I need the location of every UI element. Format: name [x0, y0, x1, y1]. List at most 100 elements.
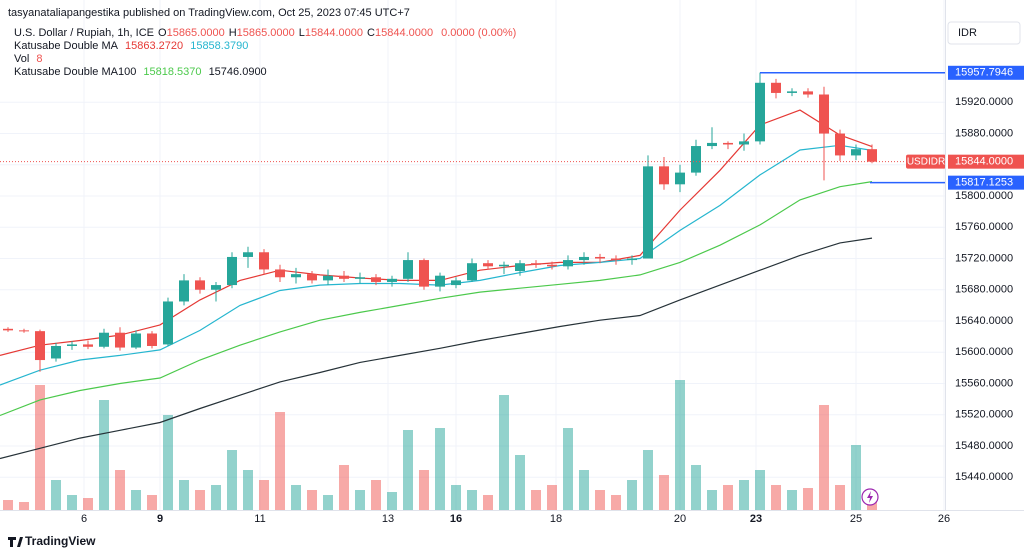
x-tick-label: 18 — [550, 513, 562, 525]
ma-name: Katusabe Double MA — [14, 40, 118, 52]
vol-value: 8 — [36, 53, 43, 65]
volume-bar — [739, 480, 749, 510]
change: 0.0000 (0.00%) — [441, 27, 517, 39]
grid — [0, 0, 945, 510]
candle-body — [339, 275, 349, 279]
ohlc: O15865.0000 H15865.0000 L15844.0000 C15844.… — [158, 27, 437, 39]
y-tick-label: 15520.0000 — [955, 409, 1013, 421]
candle-body — [787, 91, 797, 93]
y-tick-label: 15640.0000 — [955, 315, 1013, 327]
ohlc-label: O — [158, 27, 167, 39]
volume-bar — [867, 502, 877, 510]
ma100-value: 15746.0900 — [208, 66, 267, 78]
symbol-tag-text: USDIDR — [907, 156, 945, 167]
volume-bar — [819, 405, 829, 510]
volume-bar — [355, 490, 365, 510]
price-line-label: 15817.1253 — [955, 177, 1013, 189]
volume-bar — [371, 480, 381, 510]
candle-body — [771, 82, 781, 93]
candle-body — [707, 142, 717, 147]
candle-body — [3, 328, 13, 331]
volume-bar — [611, 495, 621, 510]
price-line-label: 15957.7946 — [955, 67, 1013, 79]
volume-bar — [547, 485, 557, 510]
candle-body — [323, 275, 333, 281]
volume-bar — [435, 428, 445, 510]
last-price-tag — [948, 154, 1024, 169]
volume-bar — [771, 485, 781, 510]
candle-body — [291, 274, 301, 278]
ohlc-value: 15844.0000 — [304, 27, 364, 39]
x-tick-label: 20 — [674, 513, 686, 525]
volume-bar — [659, 475, 669, 510]
volume-bar — [835, 485, 845, 510]
candle-body — [819, 94, 829, 134]
ohlc-value: 15865.0000 — [236, 27, 295, 39]
candle-body — [563, 260, 573, 267]
volume-bar — [627, 480, 637, 510]
volume-bar — [211, 485, 221, 510]
volume-bar — [83, 498, 93, 510]
candle-body — [611, 258, 621, 261]
volume-bar — [35, 385, 45, 510]
candle-body — [211, 285, 221, 290]
ma-line — [0, 181, 873, 417]
candle-body — [419, 260, 429, 287]
ohlc-value: 15865.0000 — [166, 27, 225, 39]
logo-icon — [8, 537, 23, 547]
volume-bar — [707, 490, 717, 510]
lightning-glyph — [867, 491, 873, 503]
y-tick-label: 15680.0000 — [955, 284, 1013, 296]
x-tick-label: 13 — [382, 513, 394, 525]
candle-body — [195, 280, 205, 290]
ohlc-label: L — [298, 27, 305, 39]
candle-body — [755, 82, 765, 142]
candle-body — [83, 344, 93, 347]
volume-bar — [803, 488, 813, 510]
volume-bar — [787, 490, 797, 510]
currency: IDR — [958, 27, 977, 39]
volume-bar — [723, 485, 733, 510]
legend-ma100: Katusabe Double MA100 15818.5370 15746.0… — [14, 66, 271, 79]
volume-bar — [563, 428, 573, 510]
candle-body — [99, 332, 109, 347]
volume-bar — [531, 490, 541, 510]
candle-body — [531, 263, 541, 265]
candle-body — [483, 263, 493, 267]
x-tick-label: 6 — [81, 513, 87, 525]
candle-body — [163, 301, 173, 345]
candle-body — [467, 263, 477, 281]
candle-body — [387, 278, 397, 282]
candle-body — [595, 256, 605, 259]
volume-bar — [147, 495, 157, 510]
x-tick-label: 26 — [938, 513, 950, 525]
volume-bar — [179, 480, 189, 510]
candle-body — [275, 269, 285, 278]
volume-bar — [579, 470, 589, 510]
y-tick-label: 15720.0000 — [955, 252, 1013, 264]
candle-body — [659, 166, 669, 185]
price-line-tag — [948, 175, 1024, 190]
candle-body — [147, 333, 157, 346]
brand: TradingView — [25, 534, 96, 548]
candle-body — [51, 345, 61, 359]
y-tick-label: 15800.0000 — [955, 190, 1013, 202]
volume-bar — [595, 490, 605, 510]
volume-bar — [451, 485, 461, 510]
candle-body — [307, 274, 317, 281]
y-tick-label: 15920.0000 — [955, 96, 1013, 108]
currency-box[interactable] — [947, 21, 1021, 45]
volume-bar — [499, 395, 509, 510]
y-tick-label: 15560.0000 — [955, 377, 1013, 389]
candle-body — [451, 280, 461, 286]
y-tick-label: 15440.0000 — [955, 471, 1013, 483]
ohlc-label: C — [367, 27, 375, 39]
volume-bar — [3, 500, 13, 510]
candle-body — [643, 166, 653, 259]
x-tick-label: 23 — [750, 513, 762, 525]
x-tick-label: 9 — [157, 513, 163, 525]
candle-body — [499, 264, 509, 267]
x-tick-label: 16 — [450, 513, 462, 525]
